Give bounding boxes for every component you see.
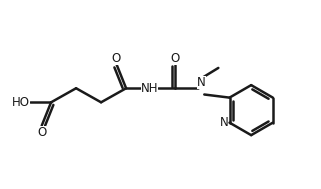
Text: O: O — [37, 126, 46, 139]
Text: O: O — [111, 52, 121, 65]
Text: N: N — [197, 76, 205, 89]
Text: NH: NH — [141, 82, 158, 95]
Text: O: O — [170, 52, 179, 65]
Text: N: N — [220, 116, 228, 129]
Text: HO: HO — [12, 96, 30, 109]
